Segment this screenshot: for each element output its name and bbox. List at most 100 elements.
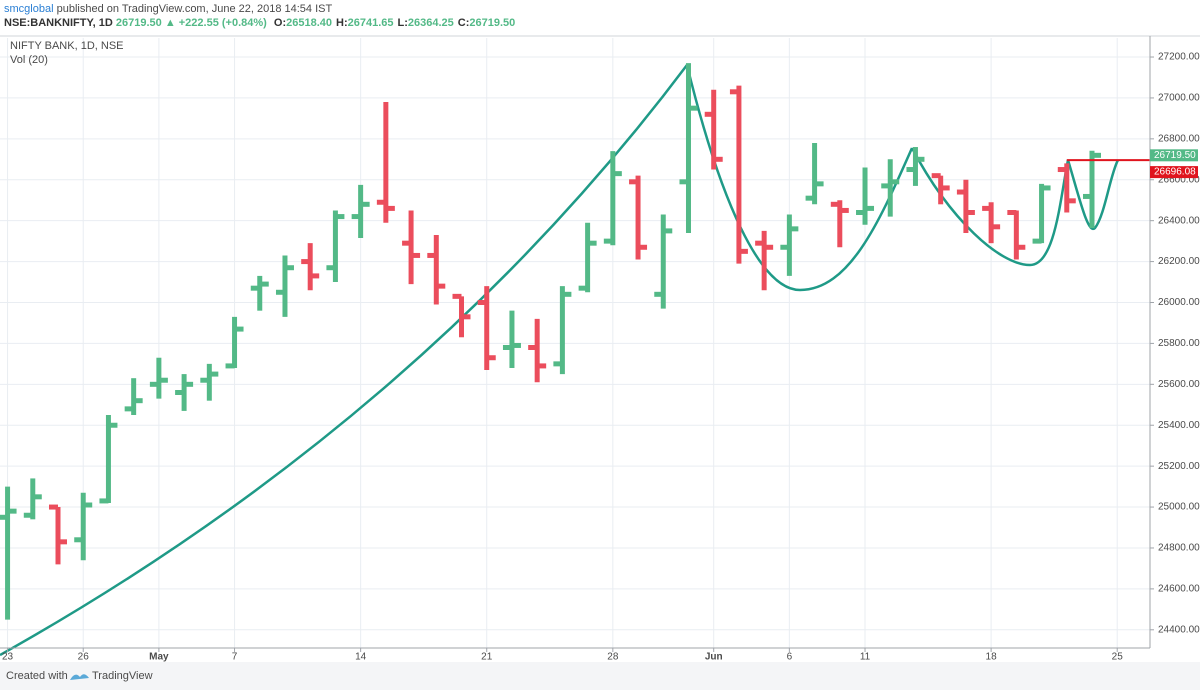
ohlc-bar xyxy=(830,200,849,248)
ohlc-key: L: xyxy=(398,17,408,29)
y-tick-label: 25400.00 xyxy=(1158,420,1200,431)
ohlc-bar xyxy=(175,374,194,411)
drawing-curve xyxy=(910,147,1070,267)
y-tick-label: 25200.00 xyxy=(1158,461,1200,472)
ohlc-bar xyxy=(326,210,345,283)
ohlc-bar xyxy=(250,275,269,311)
x-tick-label: 28 xyxy=(607,652,619,663)
y-tick-label: 25000.00 xyxy=(1158,502,1200,513)
drawing-curve xyxy=(0,64,688,657)
ohlc-bar xyxy=(578,222,597,293)
ohlc-value: 26364.25 xyxy=(408,17,454,29)
change: ▲ +222.55 (+0.84%) xyxy=(165,17,267,29)
ohlc-bar xyxy=(225,316,244,369)
ohlc-bar xyxy=(149,357,168,399)
ohlc-bar xyxy=(931,173,950,205)
ohlc-bar xyxy=(679,63,698,233)
footer-logo xyxy=(70,674,89,680)
last-price-label: 26719.50 xyxy=(1154,150,1196,161)
header-bg xyxy=(0,0,1200,36)
ohlc-key: C: xyxy=(458,17,470,29)
ohlc-value: 26719.50 xyxy=(469,17,515,29)
ohlc-bar xyxy=(553,286,572,375)
level-price-box xyxy=(1150,166,1198,179)
x-tick-label: 14 xyxy=(355,652,367,663)
ohlc-bar xyxy=(1007,209,1026,260)
ohlc-bar xyxy=(49,504,68,565)
ohlc-bar xyxy=(124,378,143,416)
footer-brand[interactable]: TradingView xyxy=(92,670,153,682)
y-tick-label: 27000.00 xyxy=(1158,93,1200,104)
legend-main: NIFTY BANK, 1D, NSE xyxy=(10,40,124,52)
ohlc-bar xyxy=(906,147,925,186)
x-tick-label: 25 xyxy=(1112,652,1124,663)
symbol: NSE:BANKNIFTY, 1D xyxy=(4,17,113,29)
ohlc-bar xyxy=(23,478,42,520)
ohlc-bar xyxy=(654,214,673,309)
y-tick-label: 26200.00 xyxy=(1158,256,1200,267)
ohlc-bar xyxy=(427,234,446,305)
ohlc-value: 26741.65 xyxy=(348,17,394,29)
y-tick-label: 24600.00 xyxy=(1158,584,1200,595)
ohlc-bar xyxy=(1057,163,1076,213)
ohlc-bar xyxy=(502,310,521,368)
ohlc-bar xyxy=(200,363,219,401)
ohlc-bar xyxy=(528,318,547,383)
ohlc-bar xyxy=(780,214,799,276)
ohlc-bar xyxy=(856,167,875,225)
ohlc-bar xyxy=(351,184,370,239)
ohlc-bar xyxy=(956,179,975,233)
x-tick-label: 7 xyxy=(232,652,238,663)
x-tick-label: Jun xyxy=(705,652,723,663)
ohlc-bar xyxy=(704,89,723,170)
ohlc-bar xyxy=(1082,150,1101,228)
x-tick-label: 11 xyxy=(860,652,871,663)
x-tick-label: 23 xyxy=(2,652,14,663)
y-tick-label: 26000.00 xyxy=(1158,297,1200,308)
last: 26719.50 xyxy=(116,17,162,29)
ohlc-bar xyxy=(603,151,622,246)
ohlc-bar xyxy=(402,210,421,285)
y-tick-label: 25800.00 xyxy=(1158,338,1200,349)
legend-vol: Vol (20) xyxy=(10,54,48,66)
y-tick-label: 26400.00 xyxy=(1158,215,1200,226)
ohlc-bar xyxy=(99,415,118,504)
ohlc-key: H: xyxy=(336,17,348,29)
ohlc-bar xyxy=(805,142,824,205)
last-price-box xyxy=(1150,149,1198,162)
ohlc-bar xyxy=(755,230,774,291)
drawing-curve xyxy=(685,64,914,292)
drawing-curve xyxy=(1066,159,1120,231)
y-tick-label: 24800.00 xyxy=(1158,543,1200,554)
ohlc-bar xyxy=(0,486,17,620)
y-tick-label: 26800.00 xyxy=(1158,133,1200,144)
level-price-label: 26696.08 xyxy=(1154,167,1196,178)
y-tick-label: 25600.00 xyxy=(1158,379,1200,390)
header-line: smcglobal published on TradingView.com, … xyxy=(4,3,332,15)
trend-drawings xyxy=(0,64,1120,657)
ohlc-bar xyxy=(301,243,320,291)
ohlc-bar xyxy=(1032,183,1051,244)
x-tick-label: 21 xyxy=(481,652,493,663)
ohlc-key: O: xyxy=(274,17,286,29)
published: published on TradingView.com, June 22, 2… xyxy=(57,3,333,15)
ohlc-bar xyxy=(729,85,748,264)
ohlc-value: 26518.40 xyxy=(286,17,332,29)
ohlc-bar xyxy=(982,202,1001,244)
ohlc-bar xyxy=(376,102,395,223)
ohlc-bar xyxy=(74,492,93,561)
x-tick-label: 26 xyxy=(78,652,90,663)
y-tick-label: 27200.00 xyxy=(1158,52,1200,63)
x-tick-label: 18 xyxy=(986,652,998,663)
publisher: smcglobal xyxy=(4,3,54,15)
ohlc-bar xyxy=(275,255,294,317)
y-tick-label: 26600.00 xyxy=(1158,174,1200,185)
x-tick-label: 6 xyxy=(787,652,793,663)
ohlc-bar xyxy=(452,293,471,338)
footer-bg xyxy=(0,662,1200,690)
ohlc-bar xyxy=(477,286,496,371)
ohlc-bar xyxy=(629,175,648,260)
ohlc-bar xyxy=(881,159,900,217)
symbol-line: NSE:BANKNIFTY, 1D 26719.50 ▲ +222.55 (+0… xyxy=(4,17,515,29)
